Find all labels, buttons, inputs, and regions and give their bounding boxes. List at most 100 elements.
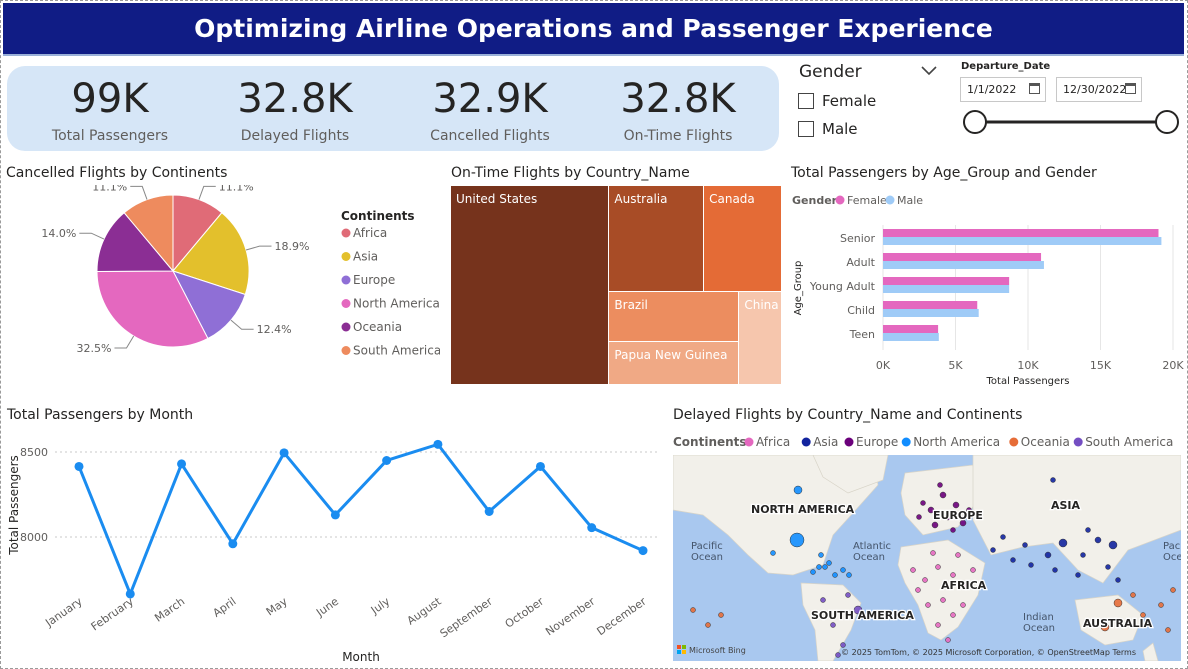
map-bubble [920, 500, 926, 506]
map-bubble [1085, 527, 1091, 533]
line-x-tick-label: February [89, 595, 137, 634]
map-legend-item: South America [1085, 435, 1173, 449]
map-bubble [1165, 627, 1171, 633]
bar-x-tick-label: 5K [948, 359, 963, 372]
bar-male-senior [883, 237, 1162, 245]
checkbox-icon[interactable] [798, 93, 814, 109]
line-chart: 8000 8500 January February March April May June… [7, 439, 660, 664]
line-y-tick-label: 8500 [20, 446, 48, 459]
map-bubble [935, 622, 941, 628]
gender-slicer: Gender Female Male [798, 60, 943, 145]
line-point-december [638, 546, 648, 556]
map-bubble [1158, 602, 1164, 608]
pie-data-label: 12.4% [257, 323, 292, 336]
end-date-input[interactable]: 12/30/2022 [1056, 77, 1142, 102]
kpi-on-time-flights[interactable]: 32.8K On-Time Flights [583, 76, 773, 144]
map-bubble [960, 602, 966, 608]
pie-legend-item: South America [353, 344, 440, 358]
map-bubble [937, 482, 943, 488]
line-point-january [74, 461, 84, 471]
map-bubble [840, 567, 846, 573]
report-title: Optimizing Airline Operations and Passen… [194, 14, 993, 43]
line-x-tick-label: May [264, 595, 290, 619]
map-bubble [1022, 542, 1028, 548]
map-bubble [966, 507, 972, 513]
line-point-september [484, 507, 494, 516]
map-legend-title: Continents [673, 435, 747, 449]
line-x-tick-label: October [503, 595, 547, 631]
map-bubble [930, 550, 936, 556]
line-x-tick-label: June [313, 595, 341, 620]
treemap-tile-papua-new-guinea[interactable]: Papua New Guinea [609, 341, 740, 385]
chevron-down-icon[interactable] [920, 65, 938, 77]
map-bubble [950, 612, 956, 618]
map-landmass [812, 455, 889, 494]
checkbox-icon[interactable] [798, 121, 814, 137]
kpi-value: 32.8K [237, 76, 353, 122]
pie-legend-marker [341, 252, 351, 261]
kpi-delayed-flights[interactable]: 32.8K Delayed Flights [200, 76, 390, 144]
pie-legend-marker [341, 322, 351, 332]
calendar-icon[interactable] [1125, 83, 1136, 94]
pie-data-label: 11.1% [92, 185, 127, 193]
map-bubble [1058, 538, 1068, 548]
map-bubble [1080, 552, 1086, 558]
bar-female-adult [883, 253, 1042, 261]
map-bubble [955, 552, 961, 558]
bar-legend-item: Male [897, 194, 923, 207]
treemap-tile-united-states[interactable]: United States [451, 186, 610, 385]
pie-leader-line [79, 232, 105, 240]
bar-y-tick-label: Young Adult [809, 280, 876, 293]
map-bubble [931, 521, 939, 529]
calendar-icon[interactable] [1029, 83, 1040, 94]
line-x-tick-label: July [368, 595, 393, 618]
gender-option-label: Female [822, 92, 877, 110]
map-bubble [770, 550, 776, 556]
kpi-label: Total Passengers [51, 128, 169, 144]
slider-end-handle[interactable] [1155, 110, 1179, 134]
map-bubble [853, 605, 863, 615]
bar-female-teen [883, 325, 939, 333]
map-bubble [793, 485, 803, 495]
map-legend-marker [844, 437, 854, 447]
map-bubble [705, 622, 711, 628]
slider-start-handle[interactable] [963, 110, 987, 134]
treemap-chart: United States Australia Canada Brazil Papua … [451, 186, 782, 385]
map-bubble [1108, 540, 1118, 550]
map-bubble [1028, 562, 1034, 568]
map-bubble [944, 513, 952, 521]
gender-option-female[interactable]: Female [798, 92, 876, 110]
treemap-tile-australia[interactable]: Australia [609, 186, 705, 293]
line-x-tick-label: November [543, 595, 598, 639]
kpi-label: On-Time Flights [623, 128, 733, 144]
world-map[interactable]: NORTH AMERICA EUROPE ASIA AFRICA SOUTH AMERI… [673, 455, 1181, 661]
map-bubble [922, 577, 928, 583]
pie-leader-line [245, 245, 272, 251]
date-range-slider[interactable] [960, 107, 1180, 137]
treemap-tile-canada[interactable]: Canada [704, 186, 782, 293]
kpi-total-passengers[interactable]: 99K Total Passengers [15, 76, 205, 144]
gender-option-male[interactable]: Male [798, 120, 858, 138]
bar-male-teen [883, 333, 939, 341]
line-x-tick-label: August [405, 594, 445, 627]
line-x-tick-label: March [152, 595, 187, 625]
treemap-tile-china[interactable]: China [739, 292, 782, 385]
line-x-axis-label: Month [342, 650, 380, 664]
treemap-tile-brazil[interactable]: Brazil [609, 292, 740, 342]
map-bubble [962, 582, 968, 588]
map-legend-item: Europe [856, 435, 898, 449]
start-date-input[interactable]: 1/1/2022 [960, 77, 1046, 102]
map-visual[interactable]: NORTH AMERICA EUROPE ASIA AFRICA SOUTH AMERI… [673, 455, 1181, 661]
map-bubble [1000, 534, 1006, 540]
map-landmass [972, 455, 1181, 584]
pie-slice-south-america [123, 194, 174, 273]
kpi-value: 32.9K [432, 76, 548, 122]
treemap-title: On-Time Flights by Country_Name [451, 165, 690, 181]
map-bubble [1115, 577, 1121, 583]
map-legend-item: Africa [756, 435, 790, 449]
bar-male-young-adult [883, 285, 1010, 293]
microsoft-logo-icon [677, 645, 681, 649]
kpi-cancelled-flights[interactable]: 32.9K Cancelled Flights [395, 76, 585, 144]
